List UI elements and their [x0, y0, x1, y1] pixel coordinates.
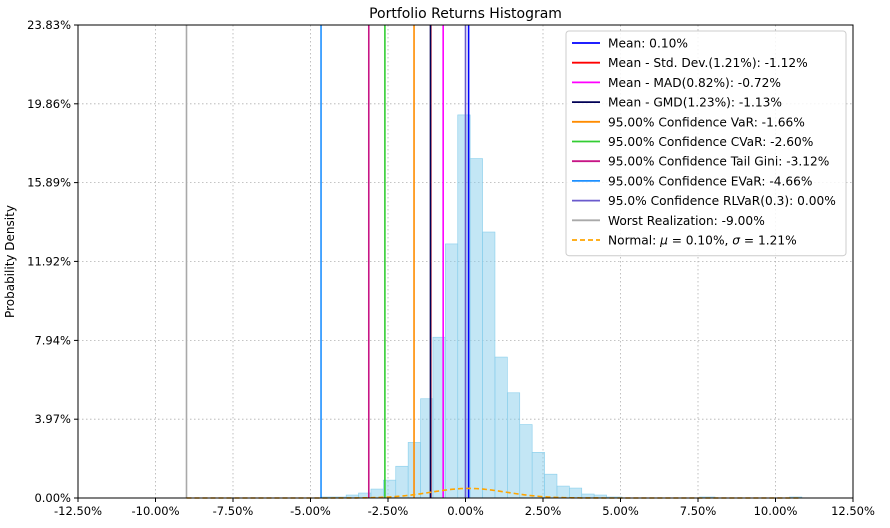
legend-label: 95.00% Confidence CVaR: -2.60% — [608, 135, 813, 149]
histogram-bar — [494, 356, 508, 499]
x-tick-label: 0.00% — [447, 504, 484, 518]
y-tick-label: 0.00% — [34, 491, 71, 505]
x-tick-label: 5.00% — [602, 504, 639, 518]
legend-label: Mean - GMD(1.23%): -1.13% — [608, 96, 782, 110]
y-tick-label: 11.92% — [27, 254, 71, 268]
y-axis-ticks: 0.00% 3.97% 7.94% 11.92% 15.89% 19.86% 23.83% — [27, 18, 78, 505]
histogram-bar — [507, 392, 521, 499]
legend-label: Mean - Std. Dev.(1.21%): -1.12% — [608, 56, 808, 70]
x-axis-ticks: -12.50% -10.00% -7.50% -5.00% -2.50% 0.00% 2.5… — [54, 498, 875, 518]
y-tick-label: 15.89% — [27, 176, 71, 190]
legend-box — [565, 30, 847, 257]
legend-label: Worst Realization: -9.00% — [608, 214, 765, 228]
x-tick-label: 2.50% — [525, 504, 562, 518]
vertical-lines — [185, 25, 470, 498]
x-tick-label: 12.50% — [831, 504, 875, 518]
y-tick-label: 23.83% — [27, 18, 71, 32]
chart-title: Portfolio Returns Histogram — [369, 6, 562, 22]
y-tick-label: 3.97% — [34, 412, 71, 426]
y-tick-label: 7.94% — [34, 333, 71, 347]
x-tick-label: -2.50% — [368, 504, 409, 518]
x-tick-label: 7.50% — [680, 504, 717, 518]
legend-label: Mean - MAD(0.82%): -0.72% — [608, 76, 781, 90]
legend-label: 95.00% Confidence EVaR: -4.66% — [608, 174, 813, 188]
histogram-bar — [395, 465, 409, 499]
legend-label: 95.00% Confidence VaR: -1.66% — [608, 115, 805, 129]
legend-label: Normal: μ = 0.10%, σ = 1.21% — [608, 234, 797, 248]
histogram-bar — [531, 452, 545, 499]
histogram-bar — [482, 231, 496, 499]
histogram-bar — [519, 424, 533, 499]
histogram-bar — [544, 473, 558, 499]
histogram-bar — [469, 158, 483, 499]
legend-label: Mean: 0.10% — [608, 37, 688, 51]
legend-label: 95.00% Confidence Tail Gini: -3.12% — [608, 155, 829, 169]
x-tick-label: -12.50% — [54, 504, 102, 518]
x-tick-label: -5.00% — [290, 504, 331, 518]
y-tick-label: 19.86% — [27, 97, 71, 111]
y-axis-label: Probability Density — [3, 205, 17, 318]
histogram-bar — [445, 243, 459, 499]
histogram-bar — [556, 485, 570, 499]
x-tick-label: -7.50% — [213, 504, 254, 518]
legend: Mean: 0.10% Mean - Std. Dev.(1.21%): -1.1… — [565, 30, 847, 257]
x-tick-label: 10.00% — [754, 504, 798, 518]
histogram-bar — [569, 487, 583, 499]
x-tick-label: -10.00% — [132, 504, 180, 518]
histogram-bars — [321, 114, 803, 499]
legend-label: 95.0% Confidence RLVaR(0.3): 0.00% — [608, 194, 836, 208]
